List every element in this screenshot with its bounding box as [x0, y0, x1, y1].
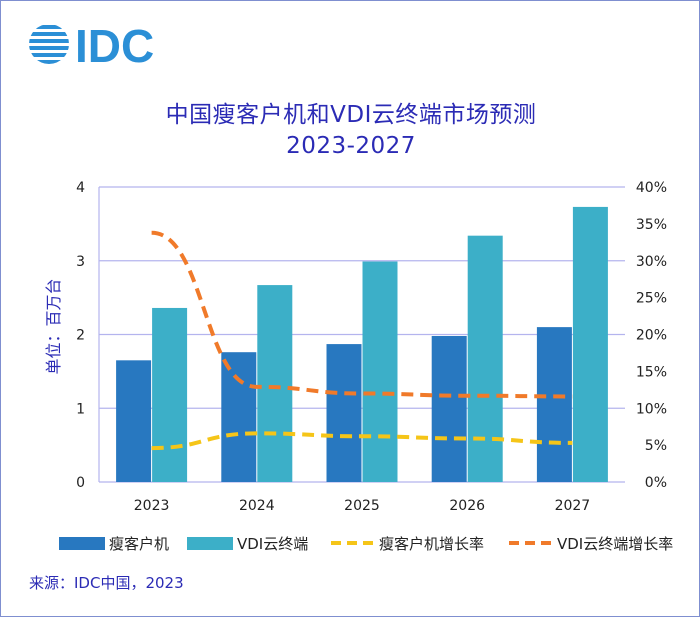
legend-item: VDI云终端增长率: [507, 528, 673, 558]
right-tick-label: 35%: [636, 217, 667, 233]
legend-dash: [509, 541, 551, 545]
bar-thin-client: [326, 344, 362, 482]
right-tick-label: 25%: [636, 291, 667, 307]
legend-swatch: [59, 536, 105, 550]
legend-dash: [331, 541, 373, 545]
category-label: 2023: [134, 498, 170, 514]
line-thin-client-growth: [151, 431, 573, 451]
bar-thin-client: [116, 360, 152, 482]
right-tick-label: 15%: [636, 364, 667, 380]
line-vdi-growth: [151, 230, 573, 399]
right-tick-label: 40%: [636, 180, 667, 196]
legend-label: VDI云终端增长率: [557, 534, 674, 553]
left-tick-label: 1: [76, 401, 85, 417]
category-label: 2026: [449, 498, 485, 514]
bar-vdi: [572, 206, 608, 482]
right-tick-label: 10%: [636, 401, 667, 417]
right-tick-label: 20%: [636, 328, 667, 344]
bar-thin-client: [536, 327, 572, 482]
bar-thin-client: [431, 335, 467, 482]
legend-item: VDI云终端: [187, 528, 308, 558]
bar-vdi: [257, 285, 293, 482]
legend-swatch: [187, 536, 233, 550]
bar-vdi: [152, 307, 188, 482]
legend-label: 瘦客户机增长率: [379, 534, 485, 553]
right-tick-label: 5%: [645, 438, 667, 454]
legend: 瘦客户机 VDI云终端 瘦客户机增长率 VDI云终端增长率: [1, 528, 700, 558]
legend-label: VDI云终端: [237, 534, 309, 553]
category-label: 2027: [555, 498, 591, 514]
chart-title: 中国瘦客户机和VDI云终端市场预测: [165, 102, 537, 128]
bar-thin-client: [221, 352, 257, 482]
left-tick-label: 3: [76, 254, 85, 270]
bar-vdi: [362, 261, 398, 482]
category-label: 2024: [239, 498, 275, 514]
left-tick-label: 0: [76, 475, 85, 491]
category-label: 2025: [344, 498, 380, 514]
globe-icon: [29, 25, 69, 64]
y-axis-title: 单位：百万台: [44, 278, 63, 374]
legend-item: 瘦客户机: [59, 528, 169, 558]
idc-logo: IDC: [29, 20, 154, 69]
source-note: 来源：IDC中国，2023: [29, 574, 184, 592]
right-tick-label: 0%: [645, 475, 667, 491]
idc-logo-text: IDC: [75, 20, 154, 69]
left-tick-label: 4: [76, 180, 85, 196]
legend-item: 瘦客户机增长率: [329, 528, 484, 558]
bar-vdi: [467, 235, 503, 482]
left-tick-label: 2: [76, 328, 85, 344]
chart-subtitle: 2023-2027: [286, 133, 416, 159]
right-tick-label: 30%: [636, 254, 667, 270]
legend-label: 瘦客户机: [109, 534, 170, 553]
